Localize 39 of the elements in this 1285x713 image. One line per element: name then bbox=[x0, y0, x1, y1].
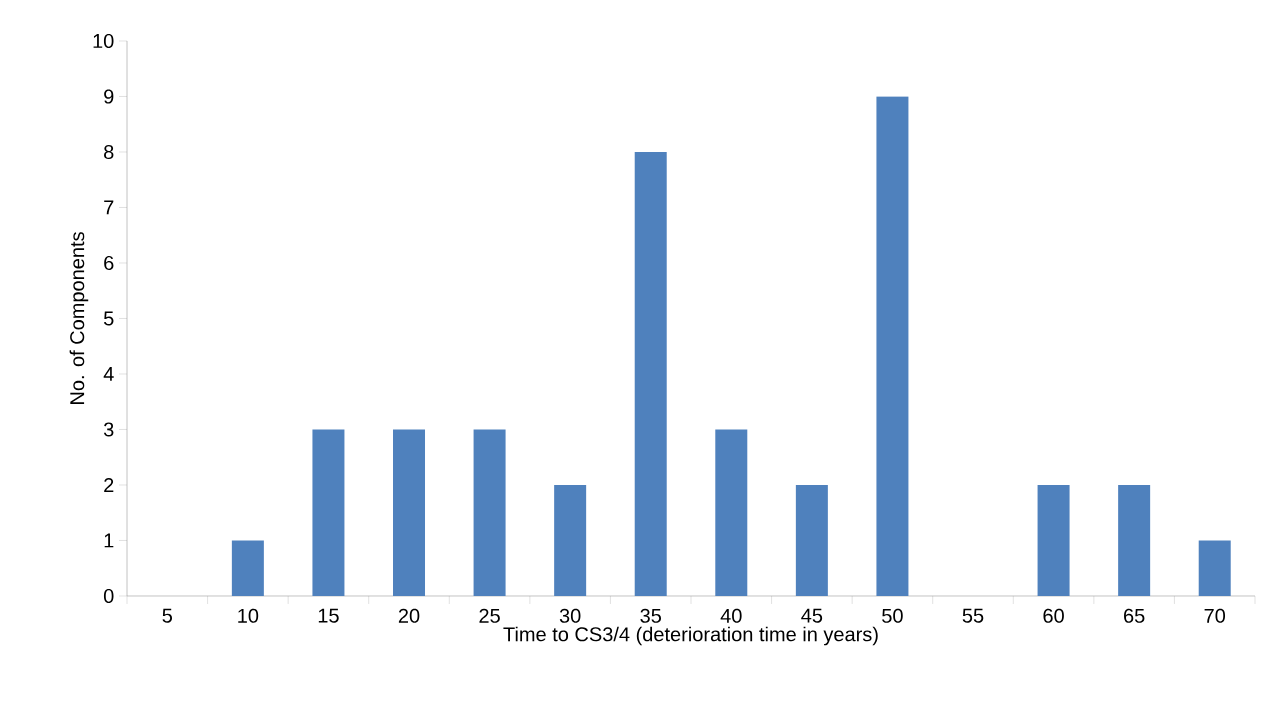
bar bbox=[393, 429, 426, 596]
x-tick-label: 30 bbox=[559, 608, 581, 623]
x-tick-label: 55 bbox=[962, 608, 984, 623]
y-tick-label: 10 bbox=[93, 33, 114, 49]
bar bbox=[473, 429, 506, 596]
bar bbox=[795, 484, 828, 596]
bar bbox=[634, 151, 667, 596]
x-tick-label: 60 bbox=[1043, 608, 1064, 623]
y-tick-label: 0 bbox=[103, 588, 114, 604]
x-tick-label: 40 bbox=[720, 608, 742, 623]
y-tick-label: 1 bbox=[104, 533, 114, 548]
x-tick-label: 70 bbox=[1204, 608, 1226, 623]
y-tick-label: 6 bbox=[104, 255, 114, 271]
y-tick-label: 8 bbox=[104, 144, 114, 160]
y-tick-label: 2 bbox=[104, 478, 114, 492]
x-tick-label: 20 bbox=[398, 608, 420, 623]
bar bbox=[715, 429, 748, 596]
x-tick-label: 35 bbox=[640, 608, 661, 623]
y-axis-title: No. of Components bbox=[69, 232, 89, 404]
bar bbox=[1198, 540, 1231, 596]
bar bbox=[312, 429, 345, 596]
y-tick-label: 7 bbox=[104, 200, 114, 215]
x-tick-label: 65 bbox=[1124, 608, 1145, 623]
y-tick-label: 9 bbox=[104, 89, 114, 104]
x-tick-label: 10 bbox=[238, 608, 259, 623]
bar bbox=[1037, 484, 1070, 596]
y-tick-label: 3 bbox=[103, 422, 114, 437]
x-tick-label: 50 bbox=[882, 608, 903, 623]
y-tick-label: 4 bbox=[103, 367, 114, 381]
x-tick-label: 5 bbox=[162, 608, 173, 623]
x-axis-title: Time to CS3/4 (deterioration time in years) bbox=[503, 626, 878, 646]
bar bbox=[1118, 484, 1151, 596]
bar bbox=[554, 484, 587, 596]
x-tick-label: 45 bbox=[801, 608, 823, 623]
x-tick-label: 15 bbox=[318, 608, 339, 623]
x-tick-label: 25 bbox=[479, 608, 500, 623]
bar bbox=[876, 96, 909, 596]
y-tick-label: 5 bbox=[103, 311, 114, 326]
bar bbox=[231, 540, 264, 596]
